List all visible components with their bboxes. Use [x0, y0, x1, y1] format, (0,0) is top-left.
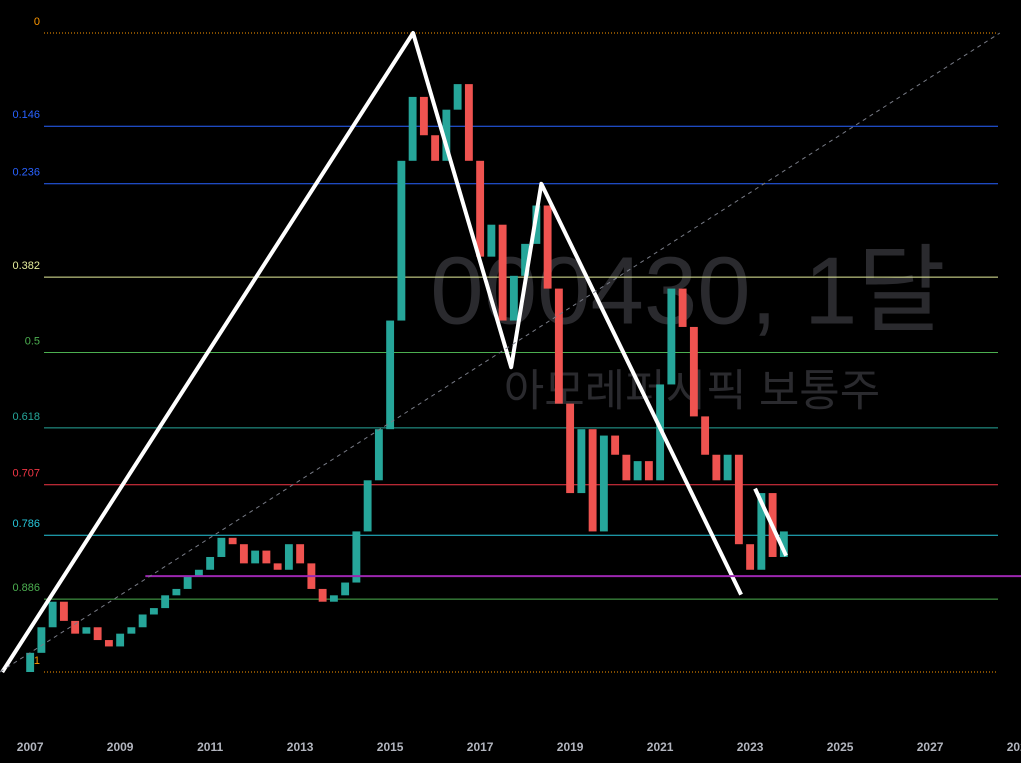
candle	[104, 640, 113, 647]
candle	[442, 109, 451, 161]
candle	[543, 205, 552, 289]
x-tick-label: 2023	[737, 740, 764, 754]
fib-label: 0.382	[12, 260, 40, 272]
trend-line	[0, 32, 1001, 673]
fib-label: 0.146	[12, 109, 40, 121]
candle	[206, 556, 215, 570]
candle	[239, 544, 248, 564]
candle	[633, 461, 642, 481]
candle	[734, 454, 743, 545]
candle	[588, 429, 597, 532]
candle	[352, 531, 361, 583]
candle	[37, 627, 46, 653]
candle	[487, 224, 496, 257]
candle	[172, 588, 181, 596]
candle	[408, 96, 417, 161]
candle	[149, 608, 158, 615]
candle	[464, 84, 473, 161]
candle	[386, 320, 395, 430]
candle	[453, 84, 462, 110]
fib-label: 0.618	[12, 411, 40, 423]
candle	[521, 243, 530, 276]
candle	[59, 601, 68, 621]
candle	[71, 620, 80, 634]
candle	[644, 461, 653, 481]
candle	[746, 544, 755, 570]
fib-label: 0.5	[25, 335, 40, 347]
candle	[363, 480, 372, 532]
x-tick-label: 2013	[287, 740, 314, 754]
candle	[82, 627, 91, 634]
fib-label: 0.886	[12, 582, 40, 594]
candle	[678, 288, 687, 327]
candle	[757, 493, 766, 570]
x-tick-label: 2015	[377, 740, 404, 754]
fib-label: 0	[34, 16, 40, 28]
x-tick-label: 2009	[107, 740, 134, 754]
candle	[26, 652, 35, 672]
candle	[611, 435, 620, 455]
trend-line	[0, 31, 743, 674]
candle	[476, 160, 485, 257]
candle	[566, 403, 575, 494]
candle	[217, 537, 226, 557]
candle	[284, 544, 293, 570]
candle	[93, 627, 102, 641]
candle	[341, 582, 350, 596]
candle	[419, 96, 428, 136]
candle	[554, 288, 563, 404]
x-tick-label: 2027	[917, 740, 944, 754]
candle	[228, 537, 237, 545]
candle	[498, 224, 507, 321]
candle	[194, 569, 203, 577]
fib-label: 0.786	[12, 518, 40, 530]
trend-line	[753, 487, 788, 557]
x-tick-label: 2021	[647, 740, 674, 754]
candle	[701, 416, 710, 455]
candle	[689, 326, 698, 417]
x-tick-label: 2017	[467, 740, 494, 754]
candle	[779, 531, 788, 557]
x-tick-label: 2019	[557, 740, 584, 754]
candle	[183, 576, 192, 589]
candle	[622, 454, 631, 481]
candle	[329, 595, 338, 602]
candle	[397, 160, 406, 321]
candle	[431, 135, 440, 161]
x-tick-label: 2011	[197, 740, 223, 754]
candle	[161, 595, 170, 609]
candle	[273, 563, 282, 570]
candle	[138, 614, 147, 628]
candle	[262, 550, 271, 564]
candle	[667, 288, 676, 385]
candle	[296, 544, 305, 564]
candle	[318, 588, 327, 602]
candle	[127, 627, 136, 634]
candle	[577, 429, 586, 494]
x-tick-label: 2025	[827, 740, 854, 754]
fib-label: 0.236	[12, 167, 40, 179]
fib-label: 0.707	[12, 468, 40, 480]
candle	[599, 435, 608, 532]
candle	[48, 601, 57, 628]
candle	[374, 429, 383, 481]
x-tick-label: 2029	[1007, 740, 1021, 754]
candle	[251, 550, 260, 564]
candle	[509, 275, 518, 321]
x-tick-label: 2007	[17, 740, 44, 754]
candle	[712, 454, 721, 481]
candle	[116, 633, 125, 647]
fib-label: 1	[34, 655, 40, 667]
watermark: 000430, 1달	[430, 237, 945, 344]
candle	[723, 454, 732, 481]
